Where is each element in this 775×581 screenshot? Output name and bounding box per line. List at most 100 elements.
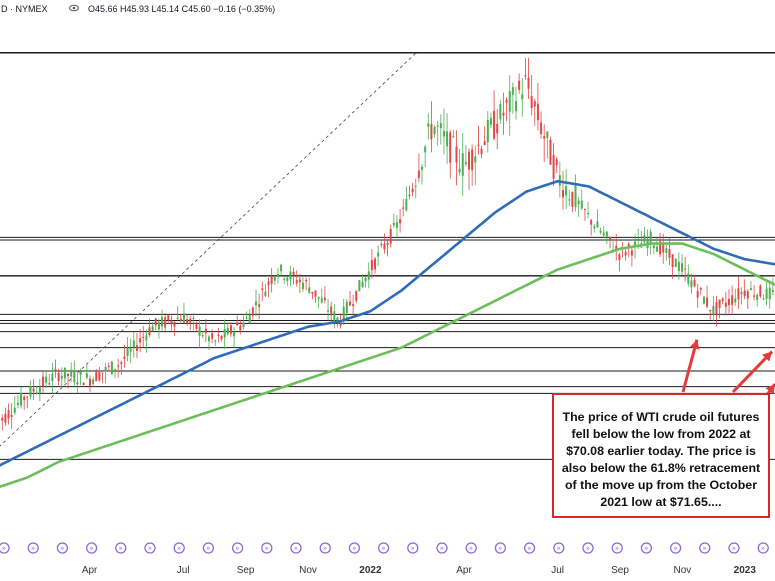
candle-body bbox=[493, 110, 496, 139]
candle-body bbox=[176, 317, 179, 319]
event-marker-glyph: » bbox=[294, 545, 298, 553]
candle-body bbox=[643, 235, 646, 243]
event-marker-glyph: » bbox=[206, 545, 210, 553]
candle-body bbox=[327, 310, 330, 312]
event-marker-glyph: » bbox=[148, 545, 152, 553]
candle-body bbox=[289, 271, 292, 280]
candle-body bbox=[699, 287, 702, 290]
ohlc-readout: O45.66 H45.93 L45.14 C45.60 −0.16 (−0.35… bbox=[88, 4, 275, 14]
event-marker-glyph: » bbox=[381, 545, 385, 553]
candle-body bbox=[408, 194, 411, 196]
candle-body bbox=[117, 365, 120, 367]
candle-body bbox=[743, 290, 746, 297]
event-marker-icon bbox=[290, 542, 302, 554]
candle-body bbox=[533, 101, 536, 107]
candle-body bbox=[677, 261, 680, 272]
candle-body bbox=[286, 277, 289, 281]
candle-body bbox=[602, 232, 605, 236]
candle-body bbox=[110, 361, 113, 375]
candle-body bbox=[35, 392, 38, 394]
candle-body bbox=[430, 123, 433, 140]
candle-body bbox=[740, 291, 743, 295]
event-marker-icon bbox=[231, 542, 244, 554]
candle-body bbox=[712, 306, 715, 315]
candle-body bbox=[182, 313, 185, 323]
candle-body bbox=[85, 373, 88, 378]
candle-body bbox=[402, 207, 405, 209]
candle-body bbox=[386, 242, 389, 245]
candle-body bbox=[242, 322, 245, 328]
candle-body bbox=[267, 281, 270, 286]
event-marker-icon bbox=[465, 542, 477, 554]
candle-body bbox=[76, 382, 79, 385]
candle-body bbox=[417, 170, 420, 179]
event-marker-icon bbox=[523, 542, 536, 554]
eye-icon[interactable] bbox=[69, 4, 79, 12]
event-marker-glyph: » bbox=[235, 545, 239, 553]
candle-body bbox=[255, 301, 257, 306]
event-marker-glyph: » bbox=[615, 545, 619, 553]
event-marker-glyph: » bbox=[703, 545, 707, 553]
candle-body bbox=[608, 237, 611, 241]
candle-body bbox=[195, 322, 198, 329]
candle-body bbox=[668, 249, 671, 258]
event-marker-glyph: » bbox=[440, 545, 444, 553]
candle-body bbox=[411, 188, 414, 193]
candle-body bbox=[179, 318, 182, 322]
candle-body bbox=[314, 290, 317, 297]
candle-body bbox=[101, 372, 104, 374]
candle-body bbox=[342, 306, 345, 322]
candle-body bbox=[4, 413, 7, 423]
event-marker-icon bbox=[757, 542, 769, 554]
candle-body bbox=[1, 417, 4, 421]
candle-body bbox=[615, 245, 618, 250]
event-marker-glyph: » bbox=[265, 545, 269, 553]
candle-body bbox=[734, 298, 737, 303]
candle-body bbox=[364, 277, 367, 282]
candle-body bbox=[198, 326, 201, 336]
candle-body bbox=[129, 348, 132, 352]
candle-body bbox=[693, 279, 696, 287]
x-axis-tick-label: Apr bbox=[456, 565, 472, 576]
candle-body bbox=[583, 209, 586, 211]
candle-body bbox=[455, 146, 458, 163]
candle-body bbox=[458, 168, 461, 173]
candle-body bbox=[239, 325, 242, 331]
candle-body bbox=[414, 185, 417, 187]
candle-body bbox=[709, 309, 712, 312]
candle-body bbox=[208, 336, 211, 342]
candle-body bbox=[587, 213, 590, 215]
x-axis-tick-label: Sep bbox=[611, 565, 629, 576]
candle-body bbox=[662, 242, 665, 253]
candle-body bbox=[605, 231, 608, 237]
event-marker-icon bbox=[553, 542, 565, 554]
candle-body bbox=[7, 410, 10, 419]
callout-arrow-head bbox=[689, 339, 700, 350]
candle-body bbox=[749, 288, 752, 290]
candle-body bbox=[687, 273, 690, 284]
candle-body bbox=[659, 241, 662, 255]
candle-body bbox=[577, 200, 580, 205]
event-marker-glyph: » bbox=[498, 545, 502, 553]
candle-body bbox=[283, 278, 286, 280]
candlesticks bbox=[1, 57, 774, 431]
candle-body bbox=[593, 226, 596, 229]
candle-body bbox=[671, 254, 674, 268]
candle-body bbox=[270, 276, 273, 284]
event-marker-icon bbox=[319, 542, 331, 554]
candle-body bbox=[762, 298, 765, 300]
candle-body bbox=[73, 371, 76, 383]
candle-body bbox=[323, 297, 326, 301]
candle-body bbox=[696, 291, 699, 298]
x-axis-tick-label: 2023 bbox=[734, 565, 757, 576]
candle-body bbox=[348, 301, 351, 306]
event-marker-icon bbox=[56, 542, 69, 554]
event-marker-icon bbox=[728, 542, 740, 554]
candle-body bbox=[29, 386, 32, 397]
event-marker-icon bbox=[27, 542, 39, 554]
candle-body bbox=[464, 161, 467, 164]
candle-body bbox=[421, 166, 424, 170]
candle-body bbox=[57, 372, 60, 382]
candle-body bbox=[26, 396, 29, 398]
candle-body bbox=[114, 369, 117, 371]
